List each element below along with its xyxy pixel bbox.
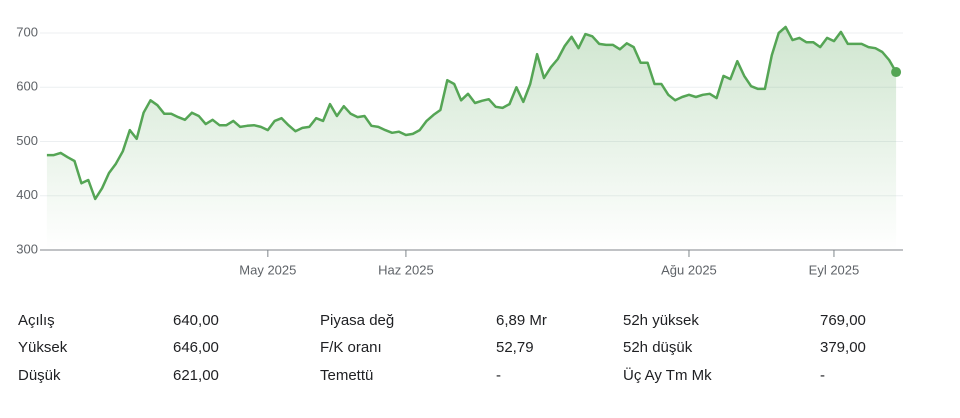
stat-value: 6,89 Mr bbox=[496, 312, 547, 329]
stat-label: Temettü bbox=[320, 367, 373, 384]
stat-label: Piyasa değ bbox=[320, 312, 394, 329]
stat-label: Açılış bbox=[18, 312, 55, 329]
x-tick-label: Ağu 2025 bbox=[661, 262, 717, 277]
x-tick-label: Haz 2025 bbox=[378, 262, 434, 277]
stat-label: Üç Ay Tm Mk bbox=[623, 366, 712, 384]
stat-label: 52h yüksek bbox=[623, 312, 699, 329]
y-tick-label: 700 bbox=[16, 24, 38, 39]
y-tick-label: 300 bbox=[16, 241, 38, 256]
stat-label: Düşük bbox=[18, 367, 61, 384]
last-point bbox=[891, 67, 902, 78]
y-tick-label: 600 bbox=[16, 79, 38, 94]
stat-value: 646,00 bbox=[173, 339, 219, 356]
stat-value: 621,00 bbox=[173, 367, 219, 384]
stat-value: - bbox=[820, 367, 825, 384]
stat-value: 769,00 bbox=[820, 312, 866, 329]
stat-value: 379,00 bbox=[820, 339, 866, 356]
stat-value: 640,00 bbox=[173, 312, 219, 329]
y-tick-label: 400 bbox=[16, 187, 38, 202]
price-line bbox=[46, 25, 898, 201]
stat-value: - bbox=[496, 367, 501, 384]
stat-label: F/K oranı bbox=[320, 339, 382, 356]
area bbox=[46, 27, 897, 250]
stat-label: Yüksek bbox=[18, 339, 68, 356]
x-tick-label: Eyl 2025 bbox=[809, 262, 860, 277]
y-tick-label: 500 bbox=[16, 133, 38, 148]
x-tick-label: May 2025 bbox=[239, 262, 296, 277]
stat-value: 52,79 bbox=[496, 339, 534, 356]
stat-label: 52h düşük bbox=[623, 339, 693, 356]
